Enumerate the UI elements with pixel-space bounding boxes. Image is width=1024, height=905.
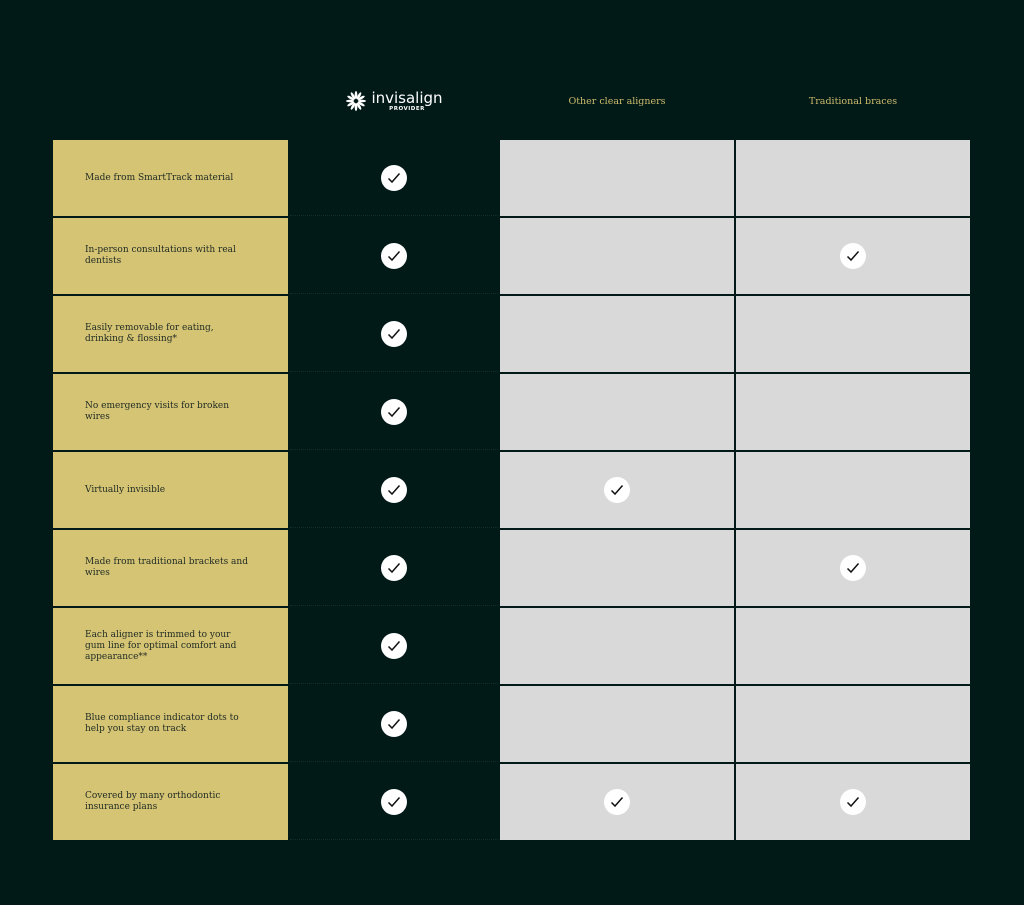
invisalign-cell [290, 686, 498, 762]
braces-cell [736, 608, 970, 684]
braces-cell [736, 686, 970, 762]
comparison-table: Made from SmartTrack material In-person c… [53, 140, 970, 840]
checkmark-icon [381, 632, 407, 659]
feature-label: Blue compliance indicator dots to help y… [53, 686, 288, 762]
starburst-logo-icon [346, 91, 367, 111]
invisalign-cell [290, 296, 498, 372]
checkmark-icon [381, 398, 407, 425]
feature-label: Made from traditional brackets and wires [53, 530, 288, 606]
invisalign-cell [290, 452, 498, 528]
feature-label: Each aligner is trimmed to your gum line… [53, 608, 288, 684]
braces-cell [736, 530, 970, 606]
feature-label: No emergency visits for broken wires [53, 374, 288, 450]
checkmark-icon [840, 243, 866, 269]
other-cell [500, 140, 734, 216]
checkmark-icon [381, 788, 407, 815]
invisalign-cell [290, 374, 498, 450]
checkmark-icon [381, 476, 407, 503]
invisalign-cell [290, 218, 498, 294]
checkmark-icon [604, 477, 630, 503]
checkmark-icon [381, 242, 407, 269]
braces-cell [736, 374, 970, 450]
braces-cell [736, 452, 970, 528]
checkmark-icon [381, 320, 407, 347]
checkmark-icon [381, 710, 407, 737]
feature-label: Made from SmartTrack material [53, 140, 288, 216]
braces-cell [736, 218, 970, 294]
other-cell [500, 218, 734, 294]
column-header-traditional-braces: Traditional braces [808, 95, 898, 107]
other-cell [500, 530, 734, 606]
brand-name: invisalign [371, 88, 443, 107]
checkmark-icon [381, 554, 407, 581]
brand-tagline: PROVIDER [389, 105, 425, 112]
invisalign-cell [290, 608, 498, 684]
feature-label: Easily removable for eating, drinking & … [53, 296, 288, 372]
checkmark-icon [840, 789, 866, 815]
invisalign-cell [290, 140, 498, 216]
invisalign-cell [290, 764, 498, 840]
feature-label: Virtually invisible [53, 452, 288, 528]
braces-cell [736, 764, 970, 840]
other-cell [500, 374, 734, 450]
checkmark-icon [604, 789, 630, 815]
braces-cell [736, 140, 970, 216]
checkmark-icon [840, 555, 866, 581]
invisalign-cell [290, 530, 498, 606]
invisalign-provider-logo: invisalign PROVIDER [290, 86, 498, 116]
other-cell [500, 764, 734, 840]
checkmark-icon [381, 164, 407, 191]
other-cell [500, 608, 734, 684]
feature-label: In-person consultations with real dentis… [53, 218, 288, 294]
other-cell [500, 296, 734, 372]
braces-cell [736, 296, 970, 372]
other-cell [500, 452, 734, 528]
feature-label: Covered by many orthodontic insurance pl… [53, 764, 288, 840]
other-cell [500, 686, 734, 762]
column-header-other-clear-aligners: Other clear aligners [568, 95, 666, 107]
